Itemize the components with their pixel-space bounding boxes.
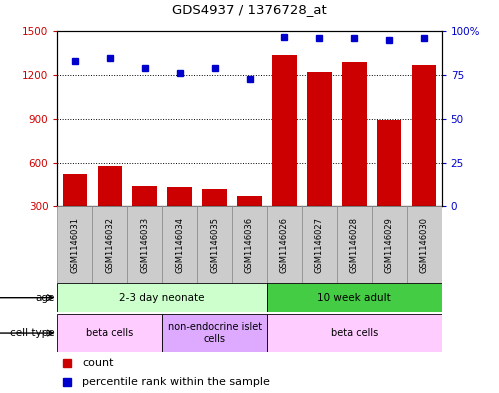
Text: cell type: cell type (10, 328, 55, 338)
Text: count: count (82, 358, 114, 368)
Bar (92, 206, 127, 283)
Bar (132, 186, 157, 250)
Bar (372, 206, 407, 283)
Text: percentile rank within the sample: percentile rank within the sample (82, 377, 270, 387)
Text: non-endocrine islet
cells: non-endocrine islet cells (168, 322, 261, 344)
Bar (377, 120, 401, 250)
Text: GSM1146036: GSM1146036 (245, 217, 254, 273)
Bar (407, 206, 442, 283)
Text: GSM1146027: GSM1146027 (315, 217, 324, 273)
Text: GSM1146033: GSM1146033 (140, 217, 149, 273)
Text: GDS4937 / 1376728_at: GDS4937 / 1376728_at (172, 3, 327, 16)
Text: beta cells: beta cells (86, 328, 133, 338)
Text: GSM1146026: GSM1146026 (280, 217, 289, 273)
Bar (307, 72, 331, 250)
Bar (57, 206, 92, 283)
Text: 10 week adult: 10 week adult (317, 293, 391, 303)
Bar (267, 314, 442, 352)
Bar (272, 55, 296, 250)
Bar (57, 283, 267, 312)
Bar (267, 206, 302, 283)
Bar (162, 206, 197, 283)
Bar (203, 189, 227, 250)
Text: GSM1146032: GSM1146032 (105, 217, 114, 273)
Text: GSM1146028: GSM1146028 (350, 217, 359, 273)
Text: GSM1146035: GSM1146035 (210, 217, 219, 273)
Text: beta cells: beta cells (331, 328, 378, 338)
Bar (167, 187, 192, 250)
Bar (342, 62, 366, 250)
Text: age: age (35, 293, 55, 303)
Bar (267, 283, 442, 312)
Bar (302, 206, 337, 283)
Text: 2-3 day neonate: 2-3 day neonate (119, 293, 205, 303)
Bar (412, 65, 436, 250)
Text: GSM1146034: GSM1146034 (175, 217, 184, 273)
Bar (63, 174, 87, 250)
Text: GSM1146029: GSM1146029 (385, 217, 394, 273)
Text: GSM1146030: GSM1146030 (420, 217, 429, 273)
Bar (127, 206, 162, 283)
Bar (162, 314, 267, 352)
Bar (337, 206, 372, 283)
Text: GSM1146031: GSM1146031 (70, 217, 79, 273)
Bar (57, 314, 162, 352)
Bar (232, 206, 267, 283)
Bar (197, 206, 232, 283)
Bar (97, 165, 122, 250)
Bar (238, 196, 262, 250)
